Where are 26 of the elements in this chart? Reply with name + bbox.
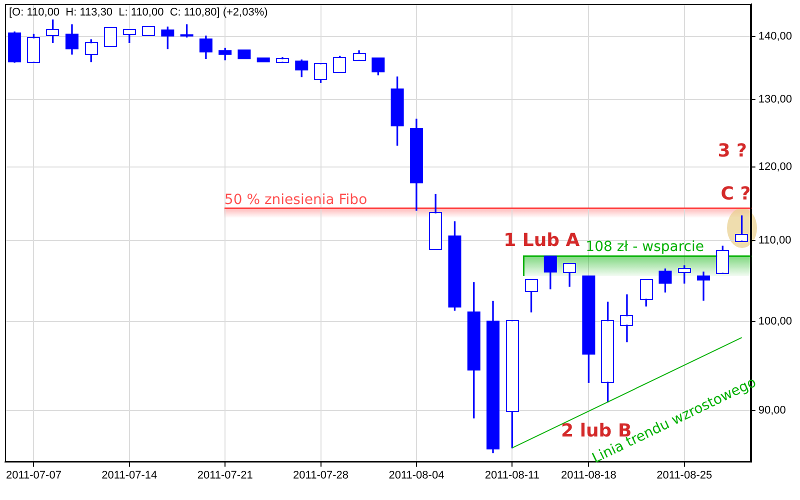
- candlestick: [620, 294, 633, 342]
- candlestick: [256, 58, 270, 62]
- y-tick-label: 100,00: [758, 315, 792, 328]
- y-tick-label: 130,00: [758, 93, 792, 106]
- candlestick: [697, 272, 710, 301]
- candlestick: [238, 50, 251, 60]
- band-label: 108 zł - wsparcie: [586, 239, 704, 256]
- x-tick-label: 2011-08-04: [388, 469, 444, 482]
- x-tick-label: 2011-07-21: [197, 469, 253, 482]
- annotation: 1 Lub A: [504, 230, 580, 251]
- y-tick-label: 110,00: [758, 234, 792, 247]
- candlestick: [142, 26, 155, 36]
- y-tick-label: 120,00: [758, 161, 792, 174]
- candlestick: [104, 27, 117, 47]
- y-tick-label: 140,00: [758, 30, 792, 43]
- x-tick-label: 2011-07-28: [293, 469, 348, 482]
- x-tick-label: 2011-08-25: [656, 469, 712, 482]
- annotation: 3 ?: [718, 140, 748, 162]
- ref-line-label: 50 % zniesienia Fibo: [224, 192, 368, 208]
- chart-title: [O: 110,00 H: 113,30 L: 110,00 C: 110,80] (+2,03%): [9, 6, 268, 19]
- x-tick-label: 2011-07-07: [6, 469, 62, 482]
- annotation: C ?: [720, 184, 751, 205]
- x-tick-label: 2011-08-11: [484, 469, 540, 482]
- y-tick-label: 90,00: [758, 404, 786, 416]
- x-tick-label: 2011-08-18: [560, 469, 616, 482]
- x-tick-label: 2011-07-14: [102, 469, 158, 482]
